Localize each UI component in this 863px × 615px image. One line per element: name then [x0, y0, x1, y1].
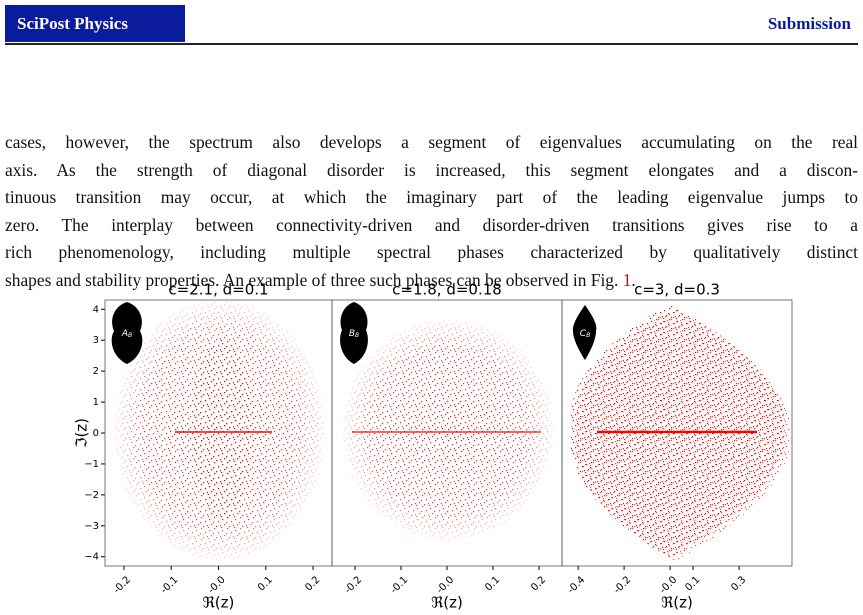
y-tick-label: 2 — [93, 366, 99, 377]
text: shapes and stability properties. An exam… — [5, 269, 623, 290]
inset-letter: A — [121, 329, 128, 339]
x-tick-label: -0.2 — [612, 574, 634, 596]
y-tick-label: 0 — [93, 428, 99, 439]
text: . — [631, 269, 636, 290]
x-tick-label: -0.2 — [343, 574, 365, 596]
text-line: shapes and stability properties. An exam… — [5, 267, 858, 295]
y-tick-label: 1 — [93, 397, 99, 408]
panel-title: c=2.1, d=0.1 — [168, 281, 268, 299]
journal-badge: SciPost Physics — [5, 5, 185, 42]
panel-title: c=1.8, d=0.18 — [392, 281, 502, 299]
inset-label: AB — [121, 329, 132, 339]
x-axis-label: ℜ(z) — [661, 594, 693, 612]
inset-subscript: B — [586, 332, 590, 339]
x-tick-label: 0.1 — [683, 574, 702, 593]
text-line: cases, however, the spectrum also develo… — [5, 132, 858, 152]
x-tick-label: 0.2 — [303, 574, 322, 593]
y-tick-label: 3 — [93, 335, 99, 346]
y-axis-label: ℑ(z) — [73, 418, 91, 448]
x-tick-label: 0.1 — [483, 574, 502, 593]
inset-letter: B — [349, 329, 355, 339]
x-tick-label: -0.2 — [112, 574, 134, 596]
x-tick-label: 0.1 — [256, 574, 275, 593]
text-line: tinuous transition may occur, at which t… — [5, 187, 858, 208]
x-axis-label: ℜ(z) — [431, 594, 463, 612]
x-tick-label: 0.3 — [729, 574, 748, 593]
journal-name: SciPost Physics — [17, 14, 128, 33]
inset-label: BB — [349, 329, 359, 339]
inset-subscript: B — [355, 332, 359, 339]
y-tick-label: −1 — [84, 459, 99, 470]
text-line: rich phenomenology, including multiple s… — [5, 242, 858, 263]
eigenvalue-cloud — [105, 300, 797, 570]
y-tick-label: −2 — [84, 490, 99, 501]
inset-shapes — [111, 302, 597, 364]
inset-label: CB — [580, 329, 590, 339]
paragraph: cases, however, the spectrum also develo… — [5, 129, 858, 295]
y-tick-label: −4 — [84, 552, 99, 563]
inset-subscript: B — [128, 332, 132, 339]
x-tick-label: -0.1 — [159, 574, 181, 596]
inset-letter: C — [580, 329, 587, 339]
figure-link[interactable]: 1 — [622, 269, 632, 290]
x-tick-label: 0.2 — [529, 574, 548, 593]
x-axis-label: ℜ(z) — [203, 594, 235, 612]
header-rule — [5, 43, 858, 45]
panel-frame — [561, 299, 793, 567]
text-line: zero. The interplay between connectivity… — [5, 214, 858, 235]
panel-title: c=3, d=0.3 — [634, 281, 720, 299]
y-tick-label: −3 — [84, 521, 99, 532]
submission-label: Submission — [767, 14, 851, 33]
x-tick-label: -0.1 — [389, 574, 411, 596]
y-tick-label: 4 — [93, 304, 99, 315]
x-tick-label: -0.4 — [566, 574, 588, 596]
text-line: axis. As the strength of diagonal disord… — [5, 159, 858, 180]
